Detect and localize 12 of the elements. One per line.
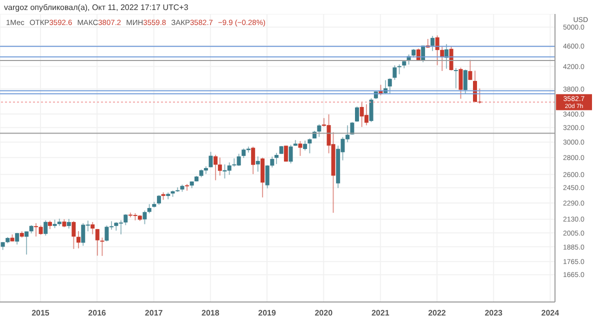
x-tick-label: 2024 — [541, 308, 560, 318]
x-tick-label: 2019 — [258, 308, 276, 318]
x-tick-label: 2018 — [202, 308, 220, 318]
x-tick-label: 2015 — [32, 308, 50, 318]
x-tick-label: 2020 — [314, 308, 334, 318]
chart-title: vargoz опубликовал(а), Окт 11, 2022 17:17 UTC+3 — [3, 2, 190, 14]
candlestick — [284, 145, 288, 162]
x-tick-label: 2016 — [88, 308, 107, 318]
x-tick-label: 2021 — [371, 308, 390, 318]
x-tick-label: 2023 — [484, 308, 504, 318]
x-tick-label: 2017 — [144, 308, 164, 318]
x-tick-label: 2022 — [428, 308, 446, 318]
